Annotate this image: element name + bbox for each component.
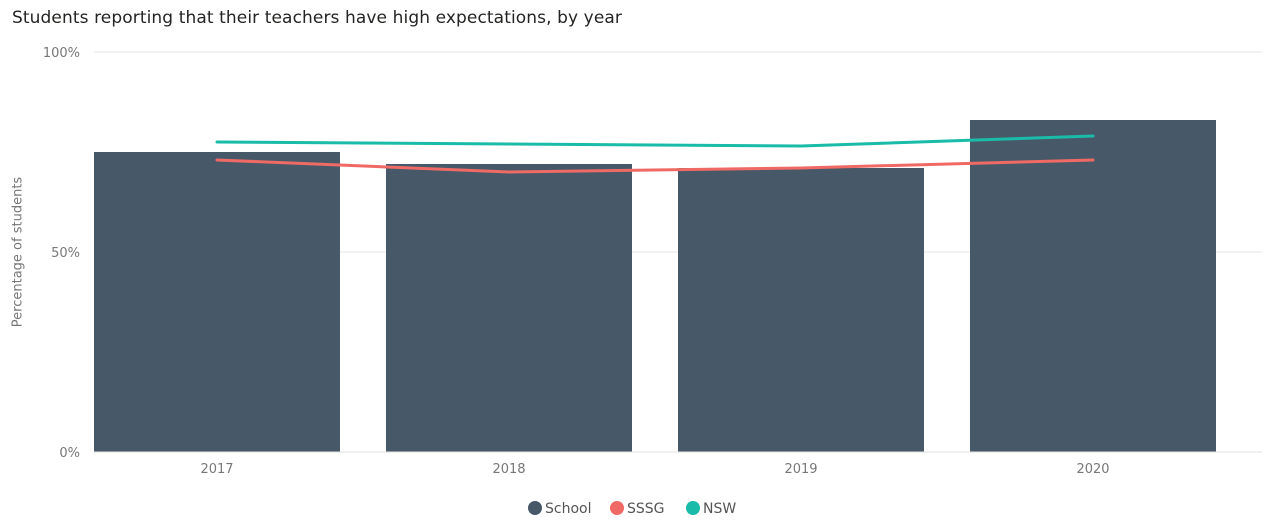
x-tick-label: 2017: [200, 462, 233, 477]
legend-marker-school: [528, 501, 542, 515]
axes: 0% 50% 100% 2017 2018 2019 2020: [43, 46, 1262, 477]
legend-label-sssg[interactable]: SSSG: [627, 501, 665, 517]
line-sssg[interactable]: [215, 158, 1095, 174]
y-tick-label: 50%: [51, 246, 80, 261]
x-tick-label: 2020: [1076, 462, 1109, 477]
y-tick-label: 100%: [43, 46, 80, 61]
line-nsw[interactable]: [215, 134, 1095, 148]
legend-label-school[interactable]: School: [545, 501, 591, 517]
bar-school-2020[interactable]: [970, 120, 1216, 452]
legend-marker-sssg: [610, 501, 624, 515]
x-tick-label: 2018: [492, 462, 525, 477]
legend-label-nsw[interactable]: NSW: [703, 501, 736, 517]
bars: [94, 120, 1216, 452]
chart-title: Students reporting that their teachers h…: [12, 8, 623, 28]
x-tick-label: 2019: [784, 462, 817, 477]
legend-marker-nsw: [686, 501, 700, 515]
legend: School SSSG NSW: [528, 501, 736, 517]
bar-school-2017[interactable]: [94, 152, 340, 452]
bar-school-2019[interactable]: [678, 168, 924, 452]
bar-school-2018[interactable]: [386, 164, 632, 452]
y-tick-label: 0%: [59, 446, 80, 461]
lines: [215, 134, 1095, 174]
